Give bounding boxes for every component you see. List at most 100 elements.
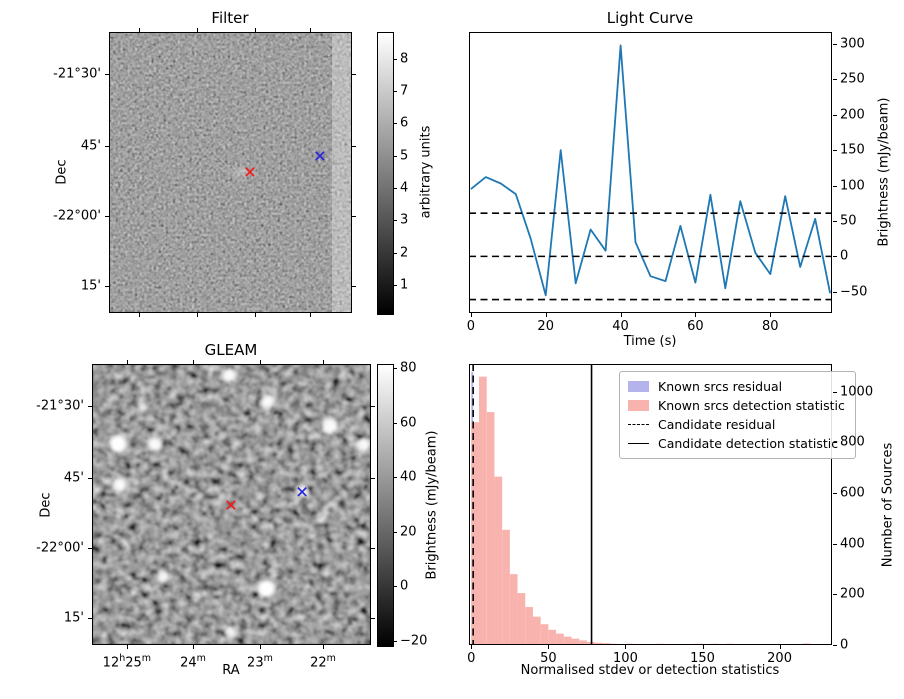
tick-mark [471,645,473,649]
colorbar-tick-label: 6 [400,115,409,131]
tick-mark [545,313,547,317]
faint-source-streak [232,168,251,177]
tick-mark [139,313,141,317]
colorbar-tick-label: 1 [400,277,409,293]
brightness-tick-label: 150 [840,142,865,158]
tick-mark [371,406,375,408]
tick-mark [548,645,550,649]
colorbar-tick-label: 5 [400,148,409,164]
hist-legend: Known srcs residual Known srcs detection … [619,371,856,459]
hist-bar [494,476,503,645]
count-tick-label: 800 [840,434,865,450]
time-tick-label: 20 [537,319,554,334]
light-curve-line [470,44,831,297]
ra-tick-label: 23m [247,653,273,671]
dec-tick-label: -22°00' [36,540,84,556]
tick-mark [393,284,397,286]
colorbar-tick-label: 4 [400,180,409,196]
hist-plot [469,364,832,645]
ra-tick-label: 24m [180,653,206,671]
hist-bar [532,616,541,645]
tick-mark [833,79,837,81]
legend-item: Known srcs detection statistic [628,396,845,415]
stat-tick-label: 100 [613,651,638,666]
dec-tick-label: 45' [80,138,101,154]
stat-tick-label: 150 [690,651,715,666]
tick-mark [105,74,109,76]
light-curve-xlabel: Time (s) [623,334,677,349]
time-tick-label: 40 [612,319,629,334]
tick-mark [393,586,397,588]
tick-mark [393,640,397,642]
tick-mark [833,442,837,444]
count-tick-label: 1000 [840,384,874,400]
legend-label: Candidate residual [658,417,776,432]
hist-xlabel: Normalised stdev or detection statistics [520,663,780,678]
tick-mark [352,286,356,288]
dec-tick-label: -21°30' [36,398,84,414]
tick-mark [393,368,397,370]
tick-mark [833,185,837,187]
legend-swatch-solid [628,443,649,444]
hist-bar [540,624,549,645]
plot-border [469,364,832,645]
count-tick-label: 400 [840,536,865,552]
colorbar-tick-label: 80 [400,360,417,376]
time-tick-label: 0 [466,319,475,334]
tick-mark [393,155,397,157]
legend-item: Candidate residual [628,415,845,434]
tick-mark [371,548,375,550]
tick-mark [88,477,92,479]
tick-mark [393,187,397,189]
colorbar-tick-label: 8 [400,51,409,67]
tick-mark [779,645,781,649]
hist-bar [556,633,564,645]
dec-tick-label: 15' [80,278,101,294]
hist-bar [594,642,603,645]
tick-mark [255,313,257,317]
tick-mark [833,594,837,596]
brightness-tick-label: −50 [840,284,868,300]
tick-mark [393,252,397,254]
hist-bar [517,593,526,645]
light-curve-plot [469,32,832,313]
stat-tick-label: 50 [540,651,557,666]
tick-mark [371,477,375,479]
radio-source [171,534,180,543]
colorbar-tick-label: 7 [400,83,409,99]
radio-source [224,626,237,639]
tick-mark [833,150,837,152]
tick-mark [323,645,324,649]
radio-source [137,402,148,413]
tick-mark [393,220,397,222]
hist-bar [548,629,557,645]
tick-mark [310,313,312,317]
stat-tick-label: 0 [467,651,476,666]
legend-label: Known srcs residual [658,379,783,394]
legend-swatch-dashed [628,424,649,425]
filter-title: Filter [211,9,249,27]
plot-border [469,32,832,313]
count-tick-label: 600 [840,485,865,501]
filter-colorbar-label: arbitrary units [418,125,434,219]
hist-bar [525,607,533,645]
tick-mark [192,360,194,364]
faint-source-streak [207,494,230,503]
gleam-ylabel: Dec [38,492,54,518]
tick-mark [259,645,261,649]
hist-bar [563,636,572,645]
legend-swatch-patch [628,381,649,392]
tick-mark [833,291,837,293]
tick-mark [139,28,141,32]
filter-noise-texture [109,32,352,313]
tick-mark [352,145,356,147]
tick-mark [88,406,92,408]
gleam-image [92,364,371,645]
tick-mark [695,313,697,317]
radio-source [257,579,276,598]
hist-bar [502,529,510,645]
dec-tick-label: -21°30' [53,66,101,82]
hist-bar [486,412,495,645]
ra-tick-label: 22m [310,653,336,671]
